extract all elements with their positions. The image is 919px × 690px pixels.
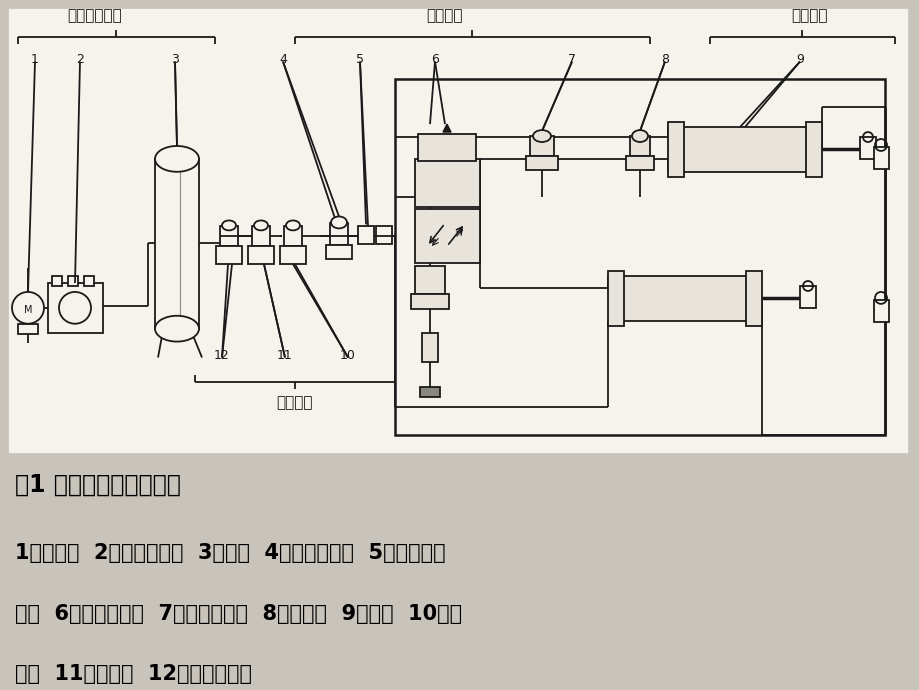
Bar [216,246,242,264]
Bar [52,276,62,286]
Bar [84,276,94,286]
Text: 2: 2 [76,53,84,66]
Text: 5: 5 [356,53,364,66]
Bar [859,137,875,159]
Text: M: M [24,305,32,315]
Bar [630,136,650,156]
Bar [414,159,480,206]
Bar [417,134,475,161]
Text: 7: 7 [567,53,575,66]
Text: 辅助元件: 辅助元件 [277,395,312,410]
Bar [526,156,558,170]
Ellipse shape [221,220,236,230]
Text: 6: 6 [431,53,438,66]
Bar [745,271,761,326]
Bar [800,286,815,308]
Bar [330,224,347,245]
Bar [325,245,352,259]
Ellipse shape [532,130,550,142]
Bar [252,226,269,246]
Ellipse shape [254,220,267,230]
Text: 执行元件: 执行元件 [791,8,827,23]
Ellipse shape [154,146,199,172]
Bar [220,226,238,246]
Circle shape [59,292,91,324]
Text: 气压发生装置: 气压发生装置 [68,8,122,23]
Bar [154,159,199,328]
Bar [48,283,103,333]
Bar [422,333,437,362]
Text: 1: 1 [31,53,39,66]
Bar [414,266,445,294]
Text: 11: 11 [277,349,292,362]
Text: 图1 气压传动系统示意图: 图1 气压传动系统示意图 [15,473,180,497]
Text: 控制元件: 控制元件 [426,8,463,23]
Polygon shape [443,124,450,132]
Text: 声器  11一油雾器  12一分水滤气器: 声器 11一油雾器 12一分水滤气器 [15,664,252,684]
Bar [619,276,749,321]
Ellipse shape [631,130,647,142]
Bar [607,271,623,326]
Bar [357,226,374,244]
Bar [411,294,448,309]
Bar [805,122,821,177]
Bar [376,226,391,244]
Bar [18,324,38,334]
Text: 9: 9 [795,53,803,66]
Bar [667,122,683,177]
Bar [279,246,306,264]
Ellipse shape [154,316,199,342]
Bar [679,127,809,172]
Bar [414,208,480,263]
Bar [394,79,884,435]
Bar [529,136,553,156]
Bar [284,226,301,246]
Text: 元件  6一方向控制阀  7一流量控制阀  8一行程阀  9一气缸  10一消: 元件 6一方向控制阀 7一流量控制阀 8一行程阀 9一气缸 10一消 [15,604,461,624]
Text: 12: 12 [214,349,230,362]
Text: 3: 3 [171,53,178,66]
Bar [420,387,439,397]
Bar [873,300,888,322]
Text: 8: 8 [660,53,668,66]
Ellipse shape [286,220,300,230]
Text: 10: 10 [340,349,356,362]
Bar [68,276,78,286]
Bar [248,246,274,264]
Text: 1一电动机  2一空气压缩机  3一气罐  4一压力控制阀  5一逻辑控制: 1一电动机 2一空气压缩机 3一气罐 4一压力控制阀 5一逻辑控制 [15,543,445,563]
Bar [625,156,653,170]
Bar [873,147,888,169]
Ellipse shape [331,217,346,228]
Text: 4: 4 [278,53,287,66]
